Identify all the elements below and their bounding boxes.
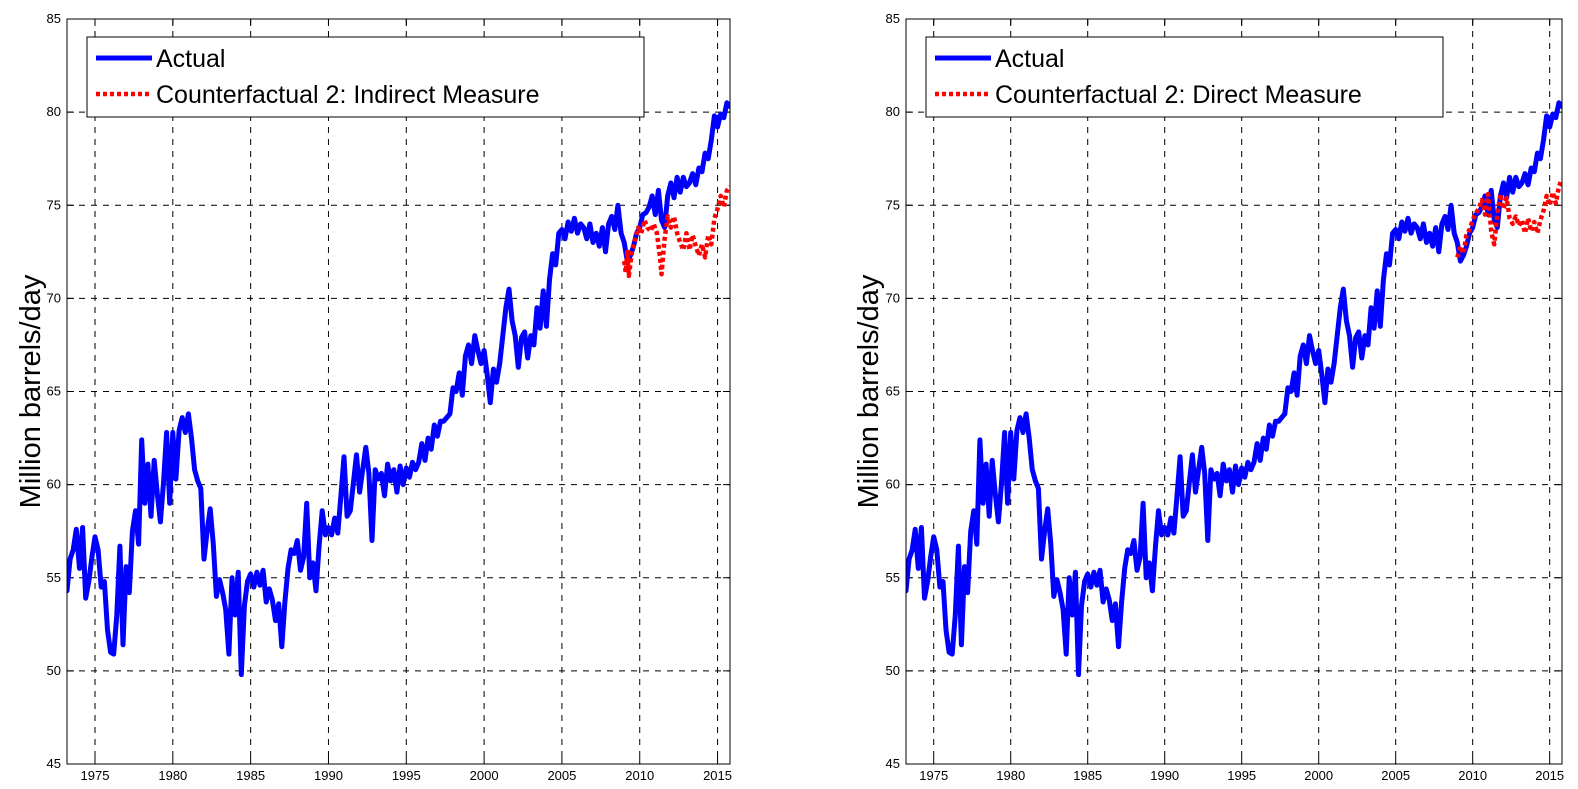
y-tick-label: 75 — [47, 197, 61, 212]
x-tick-label: 1995 — [392, 768, 421, 783]
y-tick-label: 60 — [886, 477, 900, 492]
y-axis-label: Million barrels/day — [15, 274, 47, 508]
chart-panel-2: 1975 1980 1985 1990 1995 2000 2005 2010 2015 45 50… — [853, 11, 1564, 783]
x-tick-label: 1990 — [314, 768, 343, 783]
legend-label: Actual — [156, 45, 225, 73]
x-tick-label: 1990 — [1150, 768, 1179, 783]
x-tick-label: 1975 — [919, 768, 948, 783]
legend-label: Actual — [995, 45, 1064, 73]
legend-box — [86, 36, 645, 118]
axes-frame — [905, 18, 1563, 765]
y-axis-label: Million barrels/day — [853, 274, 885, 508]
y-tick-label: 70 — [47, 290, 61, 305]
y-tick-label: 55 — [47, 570, 61, 585]
series-line-counterfactual — [1455, 178, 1562, 259]
axes-frame — [66, 18, 731, 765]
legend: Actual Counterfactual 2: Indirect Measure — [86, 36, 645, 118]
x-tick-label: 1975 — [81, 768, 110, 783]
y-tick-label: 55 — [886, 570, 900, 585]
x-tick-label: 1985 — [1073, 768, 1102, 783]
x-tick-label: 2015 — [703, 768, 732, 783]
series-line-actual — [67, 100, 730, 678]
x-tick-label: 2000 — [470, 768, 499, 783]
x-tick-label: 2000 — [1304, 768, 1333, 783]
y-tick-label: 80 — [47, 104, 61, 119]
x-tick-label: 1985 — [236, 768, 265, 783]
legend-label: Counterfactual 2: Direct Measure — [995, 81, 1362, 109]
x-tick-label: 2015 — [1535, 768, 1564, 783]
x-tick-label: 2010 — [1458, 768, 1487, 783]
y-tick-label: 45 — [47, 756, 61, 771]
x-tick-label: 1995 — [1227, 768, 1256, 783]
x-tick-label: 1980 — [996, 768, 1025, 783]
series-line-counterfactual — [621, 185, 730, 279]
y-tick-label: 45 — [886, 756, 900, 771]
chart-panel-1: 1975 1980 1985 1990 1995 2000 2005 2010 2015 45 50… — [15, 11, 732, 783]
y-tick-label: 75 — [886, 197, 900, 212]
series-line-actual — [906, 100, 1562, 678]
y-tick-label: 85 — [47, 11, 61, 26]
y-tick-label: 85 — [886, 11, 900, 26]
y-tick-label: 50 — [886, 663, 900, 678]
y-tick-label: 80 — [886, 104, 900, 119]
y-tick-label: 50 — [47, 663, 61, 678]
legend: Actual Counterfactual 2: Direct Measure — [925, 36, 1444, 118]
legend-box — [925, 36, 1444, 118]
y-tick-label: 60 — [47, 477, 61, 492]
x-tick-label: 2005 — [1381, 768, 1410, 783]
y-tick-label: 70 — [886, 290, 900, 305]
y-tick-label: 65 — [886, 384, 900, 399]
legend-label: Counterfactual 2: Indirect Measure — [156, 81, 540, 109]
x-tick-label: 1980 — [158, 768, 187, 783]
x-tick-label: 2005 — [547, 768, 576, 783]
x-tick-label: 2010 — [625, 768, 654, 783]
y-tick-label: 65 — [47, 384, 61, 399]
